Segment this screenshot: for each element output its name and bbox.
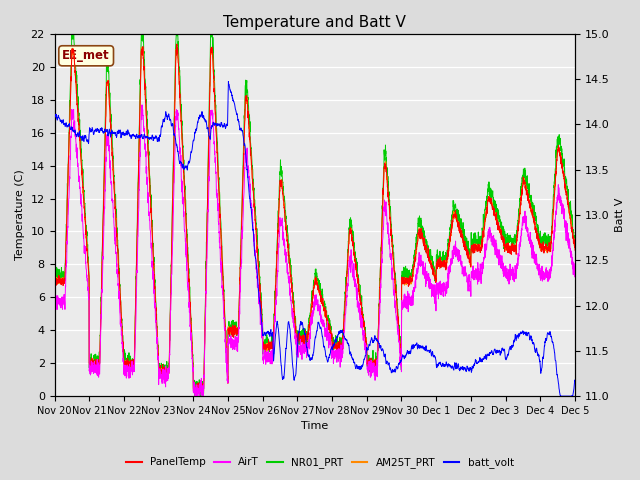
Legend: PanelTemp, AirT, NR01_PRT, AM25T_PRT, batt_volt: PanelTemp, AirT, NR01_PRT, AM25T_PRT, ba… (122, 453, 518, 472)
Title: Temperature and Batt V: Temperature and Batt V (223, 15, 406, 30)
Y-axis label: Temperature (C): Temperature (C) (15, 169, 25, 261)
X-axis label: Time: Time (301, 421, 328, 432)
Y-axis label: Batt V: Batt V (615, 198, 625, 232)
Text: EE_met: EE_met (62, 49, 110, 62)
